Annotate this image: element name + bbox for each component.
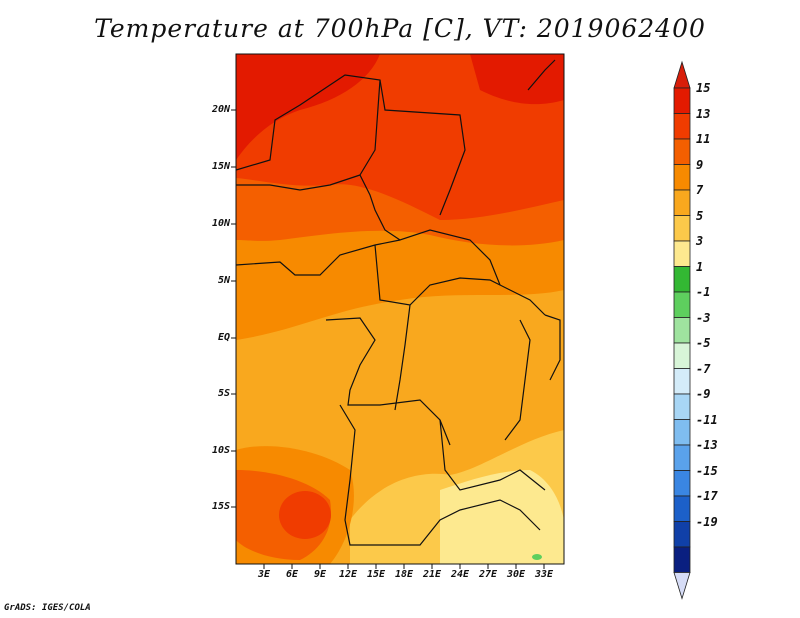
colorbar-label: 9 (696, 157, 704, 172)
country-borders (236, 59, 561, 546)
colorbar-label: -13 (696, 438, 718, 452)
lat-label-10s: 10S (211, 445, 230, 456)
colorbar-label: 11 (696, 132, 711, 146)
lon-label-3e: 3E (257, 569, 271, 580)
colorbar-label: -15 (696, 463, 718, 478)
colorbar-label: -5 (696, 336, 711, 350)
lat-label-15n: 15N (211, 161, 230, 172)
colorbar-segment (673, 393, 691, 420)
lat-label-eq: EQ (217, 332, 230, 343)
colorbar-over-arrow (673, 60, 691, 89)
colorbar-label: -11 (696, 412, 718, 427)
colorbar-label: -17 (696, 489, 718, 503)
colorbar-segment (673, 266, 691, 293)
colorbar-label: 15 (696, 81, 711, 95)
colorbar-segment (673, 521, 691, 548)
lon-label-18e: 18E (394, 569, 414, 580)
colorbar-label: 13 (696, 106, 711, 121)
lon-label-30e: 30E (506, 569, 526, 580)
colorbar-label: 5 (696, 208, 704, 223)
map-frame (235, 53, 565, 565)
colorbar-label: -7 (696, 361, 711, 376)
colorbar-segment (673, 291, 691, 318)
colorbar-segment (673, 444, 691, 471)
colorbar-segment (673, 419, 691, 446)
colorbar-label: 3 (696, 234, 704, 248)
lon-label-6e: 6E (285, 569, 299, 580)
colorbar-segment (673, 317, 691, 344)
temperature-field (236, 54, 564, 564)
colorbar-under-arrow (673, 572, 691, 600)
lon-label-24e: 24E (450, 569, 470, 580)
map-title: Temperature at 700hPa [C], VT: 201906240… (94, 14, 706, 43)
lat-label-10n: 10N (211, 218, 230, 229)
colorbar-label: -19 (696, 514, 718, 529)
colorbar-label: 1 (696, 259, 704, 274)
colorbar-segment (673, 240, 691, 267)
colorbar-segment (673, 342, 691, 369)
colorbar-segment (673, 546, 691, 573)
lon-label-27e: 27E (478, 569, 498, 580)
credit-text: GrADS: IGES/COLA (4, 603, 91, 613)
colorbar (673, 60, 691, 600)
lon-label-9e: 9E (313, 569, 327, 580)
colorbar-segment (673, 470, 691, 497)
colorbar-segment (673, 138, 691, 165)
lon-label-12e: 12E (338, 569, 358, 580)
colorbar-segment (673, 164, 691, 191)
colorbar-label: -9 (696, 387, 711, 401)
colorbar-segment (673, 87, 691, 114)
colorbar-label: 7 (696, 183, 704, 197)
colorbar-label: -1 (696, 285, 711, 299)
lat-label-5n: 5N (217, 275, 230, 286)
axis-ticks (231, 109, 545, 569)
colorbar-segment (673, 495, 691, 522)
lat-label-20n: 20N (211, 104, 230, 115)
lat-label-5s: 5S (217, 388, 230, 399)
lon-label-33e: 33E (534, 569, 554, 580)
colorbar-segment (673, 113, 691, 140)
colorbar-segment (673, 215, 691, 242)
colorbar-segment (673, 189, 691, 216)
lon-label-21e: 21E (422, 569, 442, 580)
lat-label-15s: 15S (211, 501, 230, 512)
colorbar-label: -3 (696, 310, 711, 325)
colorbar-segment (673, 368, 691, 395)
lon-label-15e: 15E (366, 569, 386, 580)
